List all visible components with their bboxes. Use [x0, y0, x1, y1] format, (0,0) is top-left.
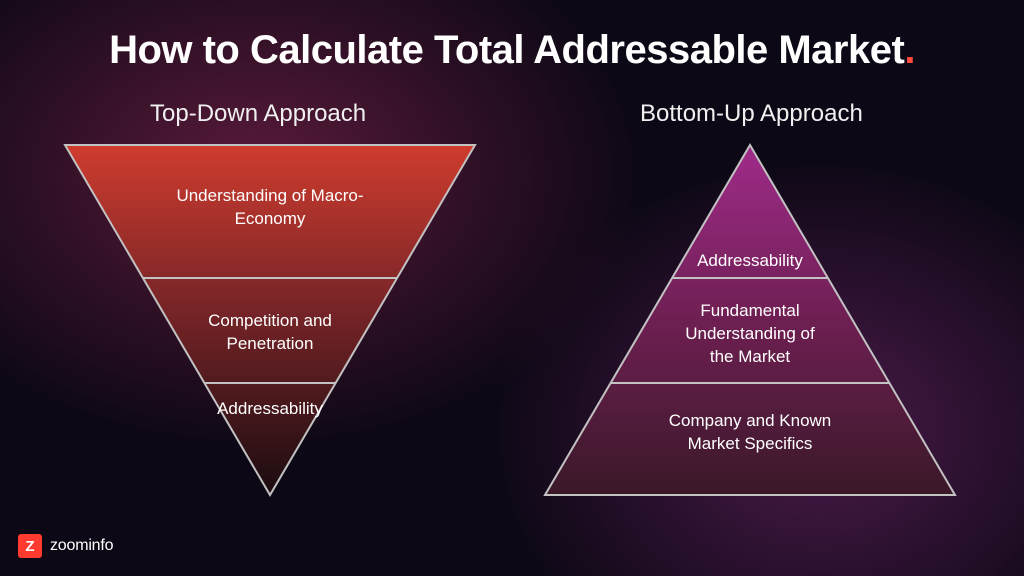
left-layer-1: Understanding of Macro-Economy	[60, 185, 480, 231]
right-layer-1: Addressability	[540, 250, 960, 273]
right-layer-2: FundamentalUnderstanding ofthe Market	[540, 300, 960, 369]
title-dot: .	[904, 28, 915, 72]
left-layer-3: Addressability	[60, 398, 480, 421]
brand-logo: Z zoominfo	[18, 534, 113, 558]
right-heading: Bottom-Up Approach	[640, 100, 863, 128]
logo-text: zoominfo	[50, 537, 113, 555]
left-layer-2: Competition andPenetration	[60, 310, 480, 356]
title-text: How to Calculate Total Addressable Marke…	[109, 28, 904, 72]
logo-badge: Z	[18, 534, 42, 558]
right-layer-3: Company and KnownMarket Specifics	[540, 410, 960, 456]
page-title: How to Calculate Total Addressable Marke…	[0, 28, 1024, 73]
left-heading: Top-Down Approach	[150, 100, 366, 128]
